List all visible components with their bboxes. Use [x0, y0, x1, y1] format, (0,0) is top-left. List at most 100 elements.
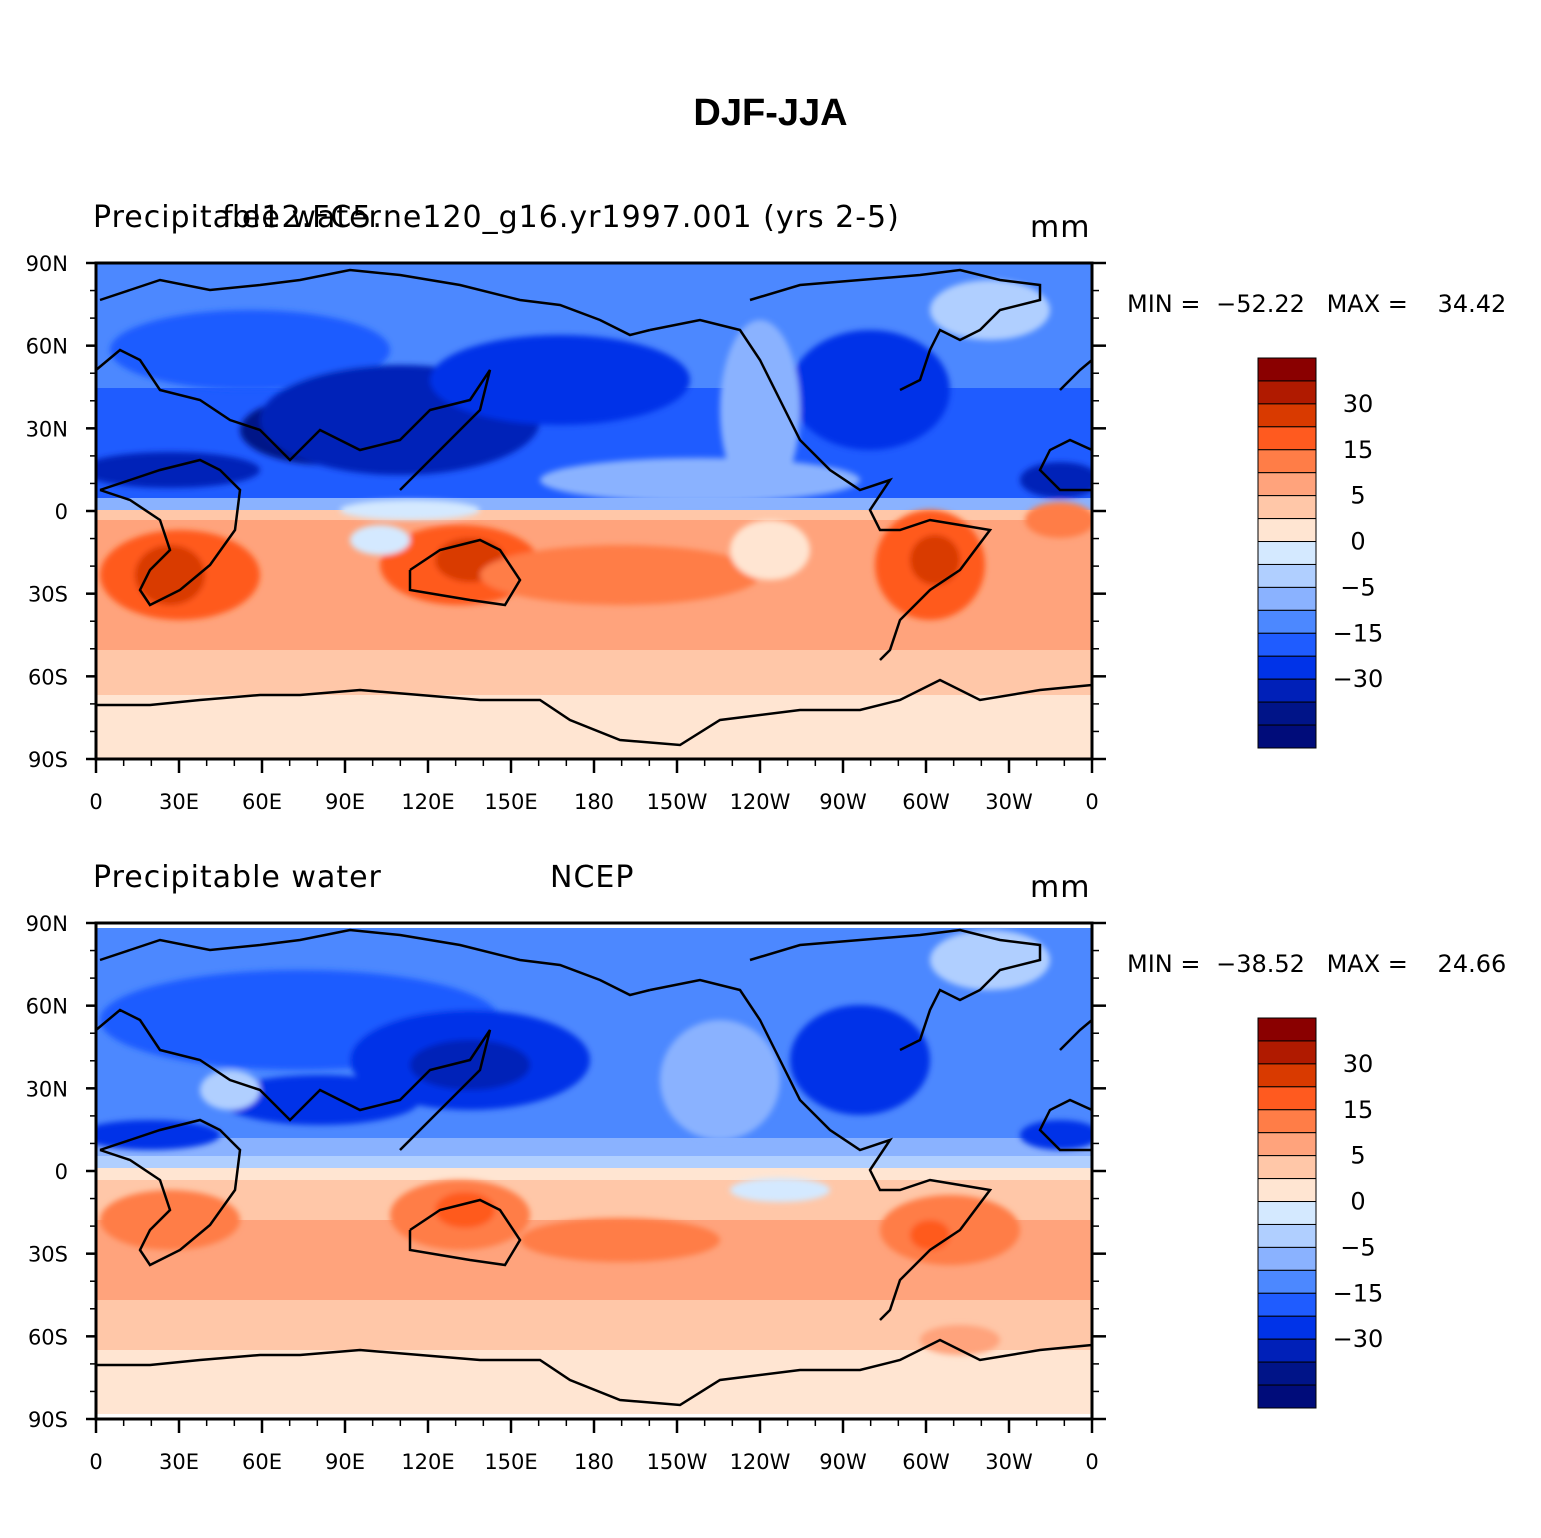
latitude-axis: 90N 60N 30N 0 30S 60S 90S	[26, 252, 1106, 772]
lon-tick-label: 120E	[401, 1450, 454, 1474]
colorbar-box	[1257, 1086, 1317, 1111]
dataset-label: NCEP	[550, 860, 635, 895]
max-value: 34.42	[1437, 290, 1507, 318]
colorbar-box	[1257, 609, 1317, 634]
min-value: −52.22	[1216, 290, 1305, 318]
lon-tick-label: 120E	[401, 790, 454, 814]
colorbar-label: 15	[1343, 436, 1374, 464]
lat-tick-label: 0	[55, 1160, 68, 1184]
colorbar-box	[1257, 1040, 1317, 1065]
lon-tick-label: 180	[574, 1450, 614, 1474]
lat-tick-label: 90S	[28, 748, 68, 772]
lon-tick-label: 120W	[730, 790, 791, 814]
colorbar-box	[1257, 449, 1317, 474]
coastlines	[96, 928, 1092, 1407]
lat-tick-label: 0	[55, 500, 68, 524]
colorbar-box	[1257, 380, 1317, 405]
colorbar-label: 15	[1343, 1096, 1374, 1124]
colorbar-box	[1257, 1109, 1317, 1134]
colorbar-label: 30	[1343, 390, 1374, 418]
lat-tick-label: 90N	[26, 252, 68, 276]
lon-tick-label: 30E	[159, 1450, 199, 1474]
lat-tick-label: 60N	[26, 335, 68, 359]
colorbar-box	[1257, 541, 1317, 565]
units-label: mm	[1030, 870, 1091, 905]
lon-tick-label: 120W	[730, 1450, 791, 1474]
colorbar-label: −30	[1333, 665, 1384, 693]
lon-tick-label: 30W	[985, 790, 1033, 814]
lon-tick-label: 0	[1085, 1450, 1098, 1474]
colorbar-box	[1257, 357, 1317, 382]
map-panel-model: Precipitable water f.e12.FC5.ne120_g16.y…	[0, 190, 1541, 830]
colorbar-label: 5	[1350, 1142, 1365, 1170]
lon-tick-label: 150E	[484, 790, 537, 814]
colorbar-box	[1257, 426, 1317, 451]
colorbar-label: 5	[1350, 482, 1365, 510]
colorbar-label: −15	[1333, 1279, 1384, 1307]
lon-tick-label: 60E	[242, 1450, 282, 1474]
colorbar-box	[1257, 403, 1317, 428]
variable-label: Precipitable water	[93, 860, 382, 895]
colorbar-label: 30	[1343, 1050, 1374, 1078]
lon-tick-label: 30W	[985, 1450, 1033, 1474]
colorbar-box	[1257, 1223, 1317, 1248]
lon-tick-label: 90W	[819, 1450, 867, 1474]
lat-tick-label: 30S	[28, 1243, 68, 1267]
colorbar: 30 15 5 0 −5 −15 −30	[1257, 357, 1384, 749]
lon-tick-label: 150W	[647, 1450, 708, 1474]
lon-tick-label: 60W	[902, 1450, 950, 1474]
colorbar-label: 0	[1350, 528, 1365, 556]
units-label: mm	[1030, 210, 1091, 245]
lon-tick-label: 150W	[647, 790, 708, 814]
colorbar-box	[1257, 724, 1317, 749]
longitude-axis: 0 30E 60E 90E 120E 150E 180 150W 120W 90W 60W 30W 0	[89, 759, 1099, 814]
colorbar-box	[1257, 1315, 1317, 1340]
colorbar-box	[1257, 518, 1317, 543]
lat-tick-label: 60S	[28, 665, 68, 689]
colorbar-label: −15	[1333, 619, 1384, 647]
lon-tick-label: 0	[1085, 790, 1098, 814]
variable-label: Precipitable water	[93, 200, 382, 235]
lon-tick-label: 60W	[902, 790, 950, 814]
lon-tick-label: 0	[89, 790, 102, 814]
lon-tick-label: 60E	[242, 790, 282, 814]
colorbar-label: 0	[1350, 1188, 1365, 1216]
colorbar-box	[1257, 1269, 1317, 1294]
max-value: 24.66	[1437, 950, 1507, 978]
colorbar-box	[1257, 1292, 1317, 1317]
lat-tick-label: 60S	[28, 1325, 68, 1349]
colorbar-box	[1257, 563, 1317, 588]
lon-tick-label: 90E	[325, 790, 365, 814]
contour-fill	[96, 923, 1092, 1419]
main-title: DJF-JJA	[693, 92, 848, 134]
colorbar-label: −5	[1340, 1233, 1375, 1261]
max-label: MAX =	[1326, 290, 1408, 318]
lon-tick-label: 180	[574, 790, 614, 814]
map-panel-ncep: Precipitable water NCEP mm MIN = −38.52 …	[0, 850, 1541, 1490]
min-value: −38.52	[1216, 950, 1305, 978]
colorbar-label: −5	[1340, 573, 1375, 601]
colorbar-box	[1257, 1361, 1317, 1386]
coastlines	[96, 268, 1092, 747]
contour-map: 90N 60N 30N 0 30S 60S 90S 0 30E 60E 90E 120E 150E 18…	[26, 912, 1384, 1474]
colorbar-box	[1257, 1132, 1317, 1157]
colorbar-box	[1257, 495, 1317, 520]
lat-tick-label: 30N	[26, 417, 68, 441]
colorbar-box	[1257, 655, 1317, 680]
colorbar-box	[1257, 1201, 1317, 1225]
colorbar-box	[1257, 1384, 1317, 1409]
lon-tick-label: 0	[89, 1450, 102, 1474]
colorbar: 30 15 5 0 −5 −15 −30	[1257, 1017, 1384, 1409]
colorbar-box	[1257, 678, 1317, 703]
colorbar-box	[1257, 632, 1317, 657]
min-label: MIN =	[1127, 950, 1201, 978]
lon-tick-label: 150E	[484, 1450, 537, 1474]
lat-tick-label: 30S	[28, 583, 68, 607]
lon-tick-label: 90E	[325, 1450, 365, 1474]
min-max-readout: MIN = −52.22 MAX = 34.42	[1127, 290, 1506, 318]
lon-tick-label: 30E	[159, 790, 199, 814]
lat-tick-label: 30N	[26, 1077, 68, 1101]
colorbar-box	[1257, 472, 1317, 497]
colorbar-box	[1257, 1155, 1317, 1180]
colorbar-box	[1257, 1246, 1317, 1271]
